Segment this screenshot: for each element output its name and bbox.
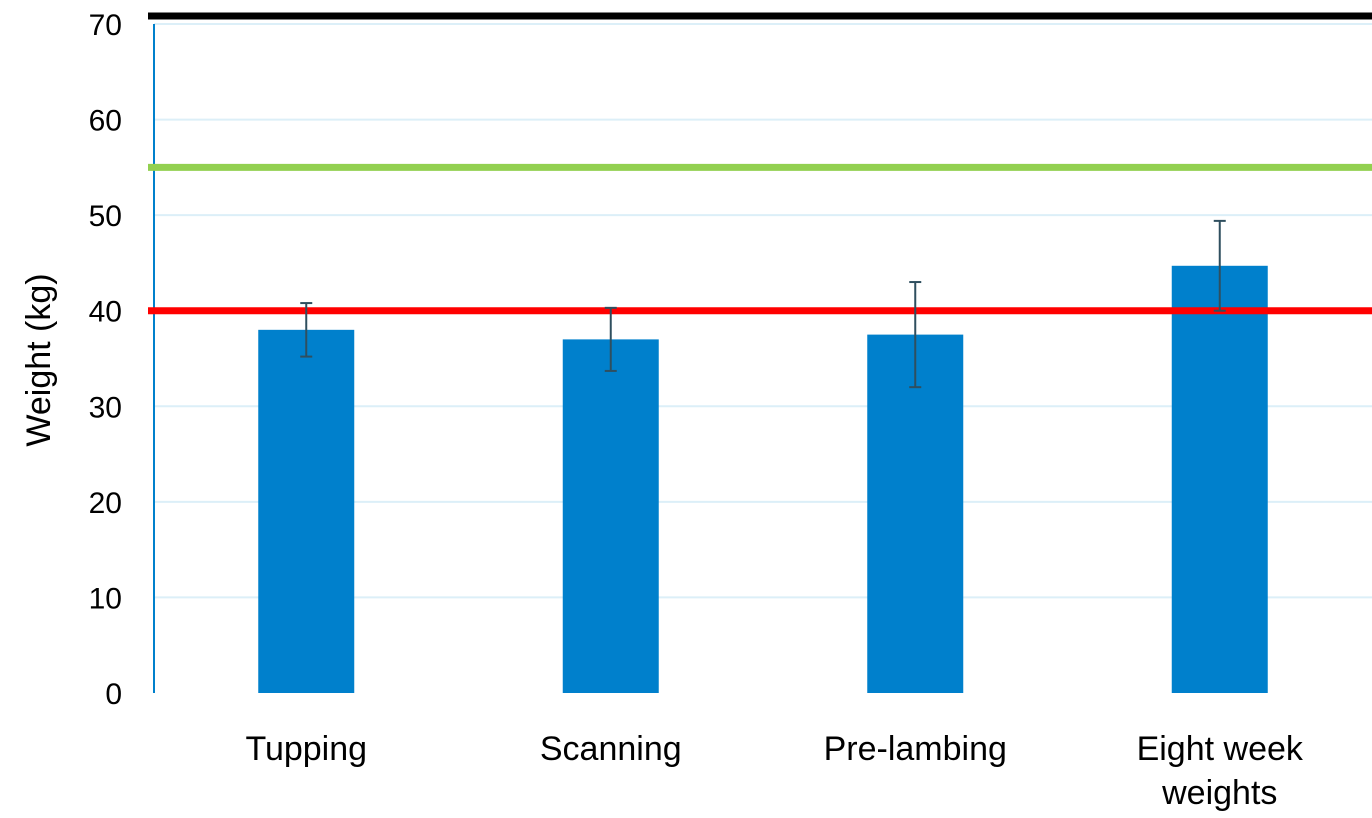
error-bars [300,219,1226,389]
y-tick-label: 20 [89,487,122,520]
x-category-label: Scanning [540,730,682,768]
bars [258,265,1268,693]
y-tick-label: 70 [89,9,122,42]
bar [258,329,355,693]
y-tick-label: 30 [89,391,122,424]
y-tick-label: 10 [89,582,122,615]
y-tick-label: 60 [89,105,122,138]
y-tick-label: 0 [105,678,122,711]
x-category-label: Eight week [1137,730,1304,768]
bar [562,339,659,693]
y-tick-label: 50 [89,200,122,233]
reference-lines [148,12,1372,315]
x-category-label: Tupping [245,730,367,768]
x-category-label: weights [1161,774,1277,812]
y-tick-labels: 0 10 20 30 40 50 60 70 [89,9,122,711]
y-tick-label: 40 [89,296,122,329]
x-category-label: Pre-lambing [824,730,1007,768]
bar [867,334,964,693]
x-category-labels: Tupping Scanning Pre-lambing Eight week weig… [245,730,1303,812]
y-axis-title: Weight (kg) [20,273,58,446]
bar [1171,265,1268,693]
